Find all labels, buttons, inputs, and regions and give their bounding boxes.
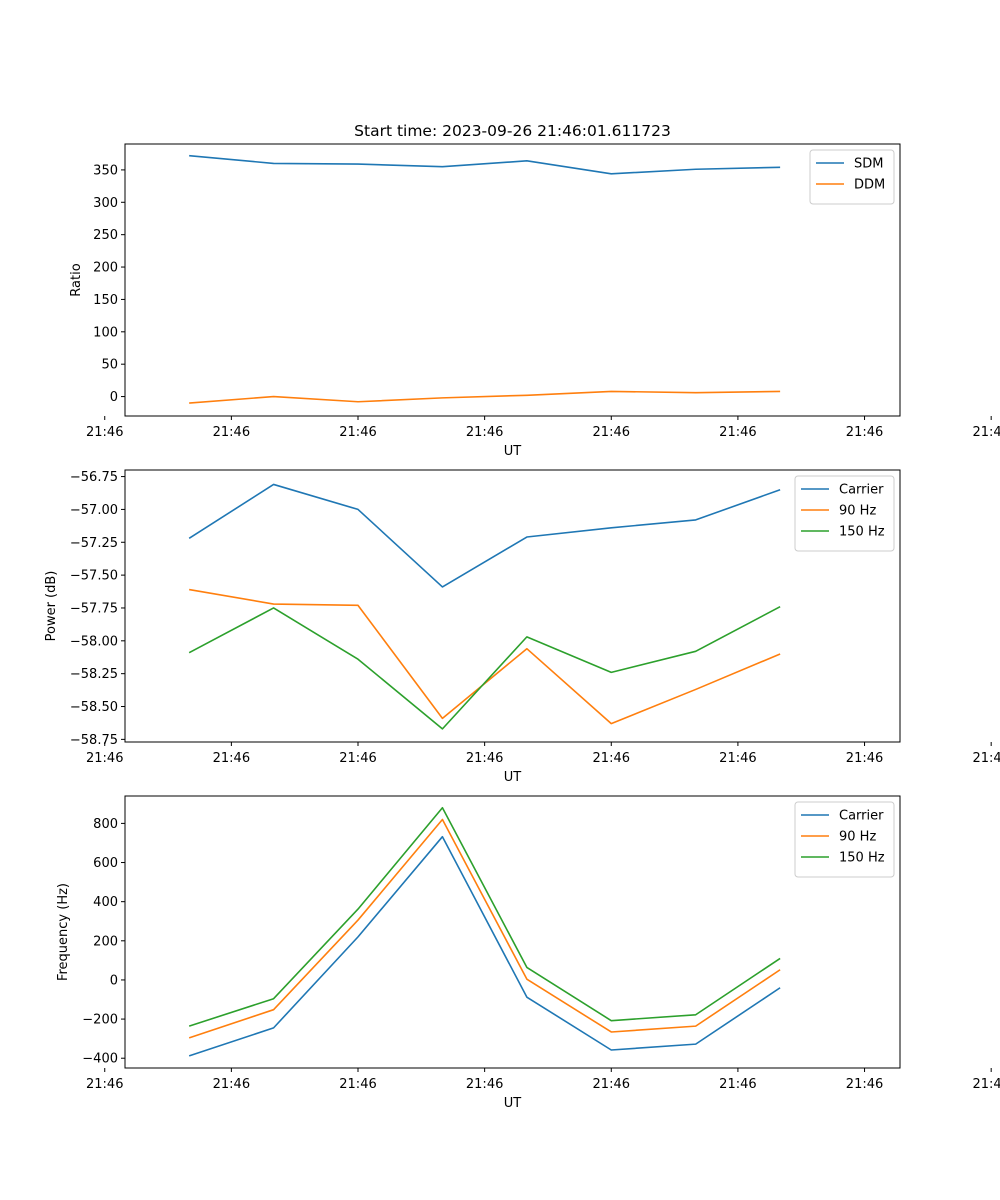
y-tick-label: 200 — [93, 261, 118, 276]
y-tick-label: −57.75 — [70, 601, 118, 616]
y-tick-label: 100 — [93, 325, 118, 340]
axes-frame — [124, 795, 901, 1069]
y-tick-label: −58.50 — [70, 700, 118, 715]
series-line-150-hz — [188, 806, 781, 1027]
series-line-sdm — [189, 154, 781, 175]
legend-label: 90 Hz — [839, 504, 876, 519]
series-line-carrier — [188, 835, 781, 1057]
x-tick-label: 21:46 — [593, 1077, 630, 1092]
x-tick-label: 21:47 — [972, 425, 1000, 440]
y-tick-label: 150 — [93, 293, 118, 308]
axes-frame — [124, 143, 901, 417]
y-axis-label: Power (dB) — [44, 571, 59, 642]
x-tick-label: 21:46 — [466, 1077, 503, 1092]
legend-box — [794, 801, 895, 878]
series-line-carrier — [188, 483, 781, 588]
x-tick-label: 21:46 — [846, 425, 883, 440]
y-tick-label: 0 — [110, 973, 118, 988]
y-tick-label: −57.50 — [70, 569, 118, 584]
y-tick-label: 400 — [93, 895, 118, 910]
y-tick-label: −58.25 — [70, 667, 118, 682]
legend-box — [794, 475, 895, 552]
x-tick-label: 21:46 — [213, 751, 250, 766]
legend-label: DDM — [854, 178, 885, 193]
legend-label: 150 Hz — [839, 525, 885, 540]
y-tick-label: 300 — [93, 196, 118, 211]
axes-frame — [124, 469, 901, 743]
x-tick-label: 21:46 — [86, 425, 123, 440]
legend-label: 90 Hz — [839, 830, 876, 845]
x-tick-label: 21:46 — [719, 751, 756, 766]
x-axis-label: UT — [504, 1096, 522, 1111]
series-line-150-hz — [188, 605, 781, 730]
x-tick-label: 21:47 — [972, 1077, 1000, 1092]
y-tick-label: −58.00 — [70, 634, 118, 649]
x-tick-label: 21:46 — [719, 1077, 756, 1092]
x-tick-label: 21:46 — [339, 751, 376, 766]
y-tick-label: −57.25 — [70, 536, 118, 551]
x-tick-label: 21:46 — [846, 751, 883, 766]
chart-title: Start time: 2023-09-26 21:46:01.611723 — [354, 122, 671, 140]
y-axis-label: Frequency (Hz) — [56, 883, 71, 981]
series-line-90-hz — [188, 818, 781, 1039]
x-tick-label: 21:46 — [213, 1077, 250, 1092]
legend: Carrier 90 Hz 150 Hz — [794, 475, 895, 552]
y-tick-label: 350 — [93, 163, 118, 178]
chart-panels: 21:46 21:46 21:46 21:46 21:46 21:46 21:46 21:47… — [44, 143, 1000, 1111]
legend: Carrier 90 Hz 150 Hz — [794, 801, 895, 878]
x-tick-label: 21:46 — [593, 425, 630, 440]
x-tick-label: 21:46 — [719, 425, 756, 440]
x-tick-label: 21:47 — [972, 751, 1000, 766]
y-tick-label: −58.75 — [70, 733, 118, 748]
y-tick-label: 800 — [93, 817, 118, 832]
y-tick-label: 250 — [93, 228, 118, 243]
y-tick-label: −56.75 — [70, 470, 118, 485]
x-tick-label: 21:46 — [213, 425, 250, 440]
x-tick-label: 21:46 — [593, 751, 630, 766]
x-tick-label: 21:46 — [339, 425, 376, 440]
legend-label: SDM — [854, 157, 883, 172]
x-axis-label: UT — [504, 444, 522, 459]
x-tick-label: 21:46 — [339, 1077, 376, 1092]
legend-label: Carrier — [839, 809, 884, 824]
y-tick-label: −400 — [82, 1052, 118, 1067]
x-tick-label: 21:46 — [86, 751, 123, 766]
y-tick-label: 0 — [110, 390, 118, 405]
y-tick-label: 600 — [93, 856, 118, 871]
y-tick-label: 50 — [101, 358, 118, 373]
x-tick-label: 21:46 — [466, 751, 503, 766]
y-tick-label: 200 — [93, 934, 118, 949]
x-tick-label: 21:46 — [846, 1077, 883, 1092]
x-tick-label: 21:46 — [466, 425, 503, 440]
x-axis-label: UT — [504, 770, 522, 785]
y-tick-label: −57.00 — [70, 503, 118, 518]
legend: SDM DDM — [809, 149, 895, 205]
chart-panel-2: 21:46 21:46 21:46 21:46 21:46 21:46 21:46 21:47… — [44, 469, 1000, 785]
x-tick-label: 21:46 — [86, 1077, 123, 1092]
chart-panel-1: 21:46 21:46 21:46 21:46 21:46 21:46 21:46 21:47… — [69, 143, 1000, 459]
y-tick-label: −200 — [82, 1013, 118, 1028]
chart-panel-3: 21:46 21:46 21:46 21:46 21:46 21:46 21:46 21:47… — [56, 795, 1000, 1111]
y-axis-label: Ratio — [69, 263, 84, 296]
series-line-ddm — [189, 390, 781, 404]
legend-label: 150 Hz — [839, 851, 885, 866]
legend-label: Carrier — [839, 483, 884, 498]
